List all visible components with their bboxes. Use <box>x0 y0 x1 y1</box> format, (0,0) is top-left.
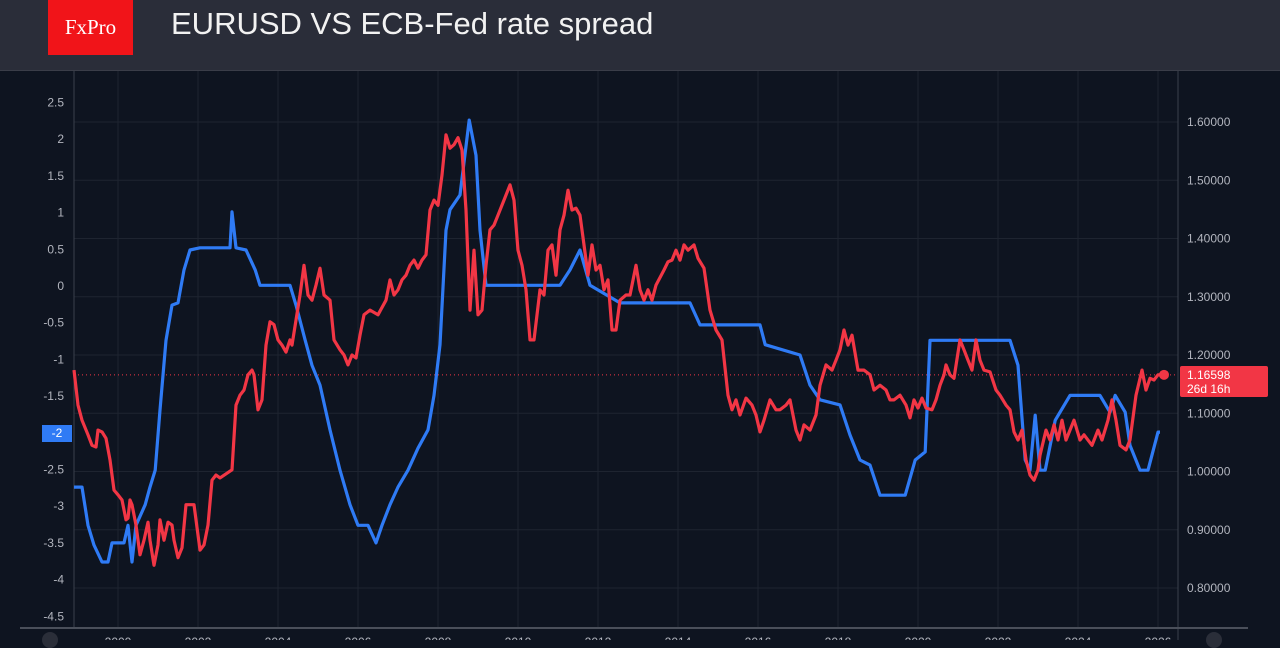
left-y-tick-label: 0.5 <box>47 242 64 256</box>
left-y-tick-label: 1 <box>57 206 64 220</box>
right-y-tick-label: 1.40000 <box>1187 232 1231 246</box>
eurusd-last-price-badge: 1.16598 26d 16h <box>1180 366 1268 397</box>
fxpro-logo: FxPro <box>48 0 133 55</box>
header: FxPro EURUSD VS ECB-Fed rate spread <box>0 0 1280 71</box>
x-tick-label: 2004 <box>265 635 292 640</box>
eurusd-series-line <box>72 133 1164 567</box>
x-tick-label: 2026 <box>1145 635 1172 640</box>
left-y-tick-label: -3 <box>53 499 64 513</box>
spread-series-line <box>74 118 1160 564</box>
right-y-tick-label: 1.30000 <box>1187 290 1231 304</box>
right-y-tick-label: 1.60000 <box>1187 115 1231 129</box>
left-y-tick-label: -1 <box>53 352 64 366</box>
left-y-tick-label: -4 <box>53 573 64 587</box>
x-tick-label: 2000 <box>105 635 132 640</box>
eurusd-last-point <box>1159 369 1169 380</box>
x-tick-label: 2010 <box>505 635 532 640</box>
chart-svg: 2000 2002 2004 2006 2008 2010 2012 2014 2016 2018… <box>20 71 1248 648</box>
left-y-tick-label: -4.5 <box>43 609 64 623</box>
left-y-tick-label: -1.5 <box>43 389 64 403</box>
chart-area[interactable]: 2000 2002 2004 2006 2008 2010 2012 2014 2016 2018… <box>0 71 1280 648</box>
right-y-tick-label: 1.00000 <box>1187 465 1231 479</box>
x-tick-label: 2006 <box>345 635 372 640</box>
x-tick-label: 2012 <box>585 635 612 640</box>
x-tick-label: 2008 <box>425 635 452 640</box>
scroll-right-button[interactable] <box>1206 632 1222 648</box>
left-y-tick-label: 2 <box>57 132 64 146</box>
series-group <box>72 118 1169 567</box>
left-y-tick-label: -3.5 <box>43 536 64 550</box>
left-y-tick-label: 1.5 <box>47 169 64 183</box>
eurusd-countdown: 26d 16h <box>1187 382 1231 396</box>
x-tick-label: 2022 <box>985 635 1012 640</box>
left-y-tick-label: -2.5 <box>43 463 64 477</box>
right-y-tick-label: 1.20000 <box>1187 348 1231 362</box>
x-tick-label: 2020 <box>905 635 932 640</box>
left-y-tick-label: 2.5 <box>47 96 64 110</box>
eurusd-last-price: 1.16598 <box>1187 368 1231 382</box>
left-y-tick-label: -0.5 <box>43 316 64 330</box>
right-y-tick-label: 1.50000 <box>1187 173 1231 187</box>
right-y-tick-label: 1.10000 <box>1187 406 1231 420</box>
x-tick-label: 2014 <box>665 635 692 640</box>
left-y-tick-label: 0 <box>57 279 64 293</box>
x-tick-label: 2024 <box>1065 635 1092 640</box>
page-title: EURUSD VS ECB-Fed rate spread <box>171 6 654 41</box>
spread-last-value-badge: -2 <box>42 425 72 442</box>
right-y-tick-label: 0.80000 <box>1187 581 1231 595</box>
right-y-tick-label: 0.90000 <box>1187 523 1231 537</box>
x-tick-label: 2002 <box>185 635 212 640</box>
x-tick-label: 2018 <box>825 635 852 640</box>
axis-labels: 2000 2002 2004 2006 2008 2010 2012 2014 2016 2018… <box>43 96 1231 648</box>
scroll-left-button[interactable] <box>42 632 58 648</box>
x-tick-label: 2016 <box>745 635 772 640</box>
